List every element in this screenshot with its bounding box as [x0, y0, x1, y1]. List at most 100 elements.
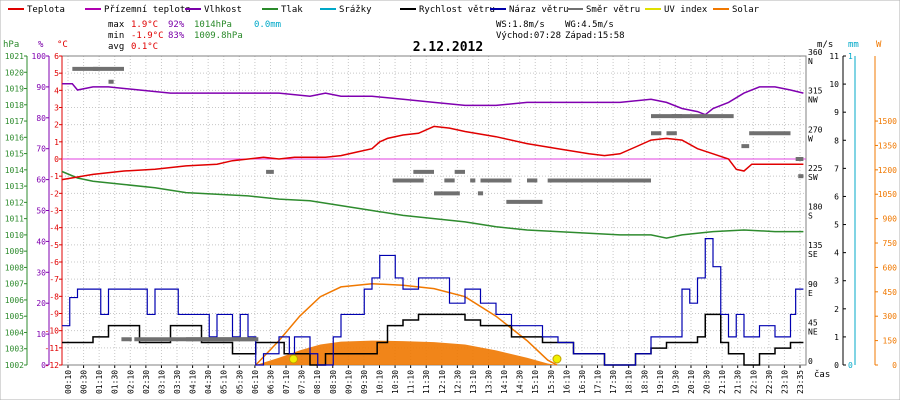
axis-w-label: 600	[883, 263, 898, 272]
axis-dir-name: S	[808, 212, 813, 221]
stat-avg-temp: 0.1°C	[131, 42, 158, 52]
axis-ms-label: 5	[834, 221, 839, 230]
axis-degc-label: -1	[49, 172, 59, 181]
sun-marker	[552, 354, 562, 364]
axis-hpa-label: 1014	[5, 166, 24, 175]
stats-block: max 1.9°C 92% 1014hPa 0.0mm min -1.9°C 8…	[108, 20, 625, 52]
unit-hpa: hPa	[3, 40, 19, 50]
x-tick-label: 01:30	[111, 370, 120, 394]
axis-hpa-label: 1003	[5, 345, 24, 354]
x-tick-label: 22:30	[765, 370, 774, 394]
x-tick-label: 15:30	[547, 370, 556, 394]
axis-dir-name: N	[808, 57, 813, 66]
x-tick-label: 23:35	[796, 370, 805, 394]
axis-hpa-label: 1011	[5, 215, 24, 224]
pressure-line	[61, 170, 804, 239]
unit-w: W	[876, 40, 882, 50]
x-tick-label: 14:10	[500, 370, 509, 394]
axis-hpa-label: 1020	[5, 68, 24, 77]
legend-label: Přízemní teplota	[104, 5, 191, 15]
axis-dir-label: 360	[808, 48, 823, 57]
axis-degc-label: -5	[49, 241, 59, 250]
axis-dir-name: NW	[808, 96, 818, 105]
x-tick-label: 23:10	[780, 370, 789, 394]
stat-wg: WG:4.5m/s	[565, 20, 614, 30]
axis-pct-label: 10	[36, 330, 46, 339]
x-tick-label: 05:30	[235, 370, 244, 394]
x-tick-label: 21:10	[718, 370, 727, 394]
axis-ms-label: 10	[829, 80, 839, 89]
axis-ms-label: 7	[834, 164, 839, 173]
x-tick-label: 00:10	[64, 370, 73, 394]
axis-dir-name: SE	[808, 250, 818, 259]
axis-hpa-label: 1009	[5, 247, 24, 256]
x-tick-label: 12:30	[453, 370, 462, 394]
x-tick-label: 07:10	[282, 370, 291, 394]
axis-degc-label: -6	[49, 258, 59, 267]
axis-pct-label: 20	[36, 299, 46, 308]
x-tick-label: 03:10	[157, 370, 166, 394]
x-tick-label: 10:30	[391, 370, 400, 394]
axis-pct-label: 60	[36, 176, 46, 185]
axis-degc-label: -3	[49, 207, 59, 216]
x-tick-label: 17:10	[594, 370, 603, 394]
x-tick-label: 18:10	[625, 370, 634, 394]
axis-pct-label: 90	[36, 83, 46, 92]
solar-area	[255, 340, 557, 365]
axis-hpa-label: 1002	[5, 361, 24, 370]
chart-title: 2.12.2012	[413, 40, 483, 55]
legend-label: Tlak	[281, 5, 303, 15]
stat-avg-label: avg	[108, 42, 124, 52]
axis-degc-label: 3	[54, 104, 59, 113]
axis-dir-name: NE	[808, 327, 818, 336]
axis-degc-label: 5	[54, 69, 59, 78]
axis-hpa-label: 1017	[5, 117, 24, 126]
axis-degc-label: -12	[45, 361, 60, 370]
x-tick-label: 17:30	[609, 370, 618, 394]
axis-hpa-label: 1008	[5, 263, 24, 272]
axis-degc-label: -8	[49, 292, 59, 301]
x-tick-label: 04:10	[189, 370, 198, 394]
axis-dir-label: 270	[808, 125, 823, 134]
axis-hpa-label: 1004	[5, 328, 24, 337]
axis-degc-label: -10	[45, 327, 60, 336]
axis-w-label: 1500	[878, 117, 897, 126]
stat-max-press: 1014hPa	[194, 20, 232, 30]
axis-dir-name: W	[808, 134, 813, 143]
axis-hpa-label: 1016	[5, 133, 24, 142]
axis-ms-label: 11	[829, 52, 839, 61]
axis-pct-label: 80	[36, 114, 46, 123]
axis-ms-label: 3	[834, 277, 839, 286]
axis-dir-name: E	[808, 289, 813, 298]
axis-degc-label: -9	[49, 310, 59, 319]
axis-hpa-label: 1007	[5, 280, 24, 289]
axis-w-label: 1350	[878, 141, 897, 150]
x-tick-label: 06:30	[266, 370, 275, 394]
x-tick-label: 04:30	[204, 370, 213, 394]
x-tick-label: 00:30	[80, 370, 89, 394]
x-tick-label: 21:30	[734, 370, 743, 394]
stat-min-label: min	[108, 31, 124, 41]
axis-dir-label: 0	[808, 357, 813, 366]
stat-ws: WS:1.8m/s	[496, 20, 545, 30]
axis-hpa-label: 1015	[5, 150, 24, 159]
x-tick-label: 19:30	[671, 370, 680, 394]
legend: Teplota Přízemní teplota Vlhkost Tlak Srážky…	[8, 5, 760, 15]
x-tick-label: 18:30	[640, 370, 649, 394]
axis-degc-label: 1	[54, 138, 59, 147]
axis-degc-label: -2	[49, 189, 59, 198]
axis-ms-label: 1	[834, 333, 839, 342]
axis-pct-label: 40	[36, 237, 46, 246]
axis-dir-label: 180	[808, 203, 823, 212]
axis-degc-label: 0	[54, 155, 59, 164]
axes: 1002100310041005100610071008100910101011…	[5, 48, 897, 370]
axis-hpa-label: 1006	[5, 296, 24, 305]
stat-min-hum: 83%	[168, 31, 185, 41]
x-tick-label: 08:30	[329, 370, 338, 394]
axis-w-label: 1200	[878, 166, 897, 175]
axis-pct-label: 50	[36, 207, 46, 216]
x-tick-label: 03:30	[173, 370, 182, 394]
x-tick-label: 12:10	[438, 370, 447, 394]
plot-area	[61, 66, 806, 366]
